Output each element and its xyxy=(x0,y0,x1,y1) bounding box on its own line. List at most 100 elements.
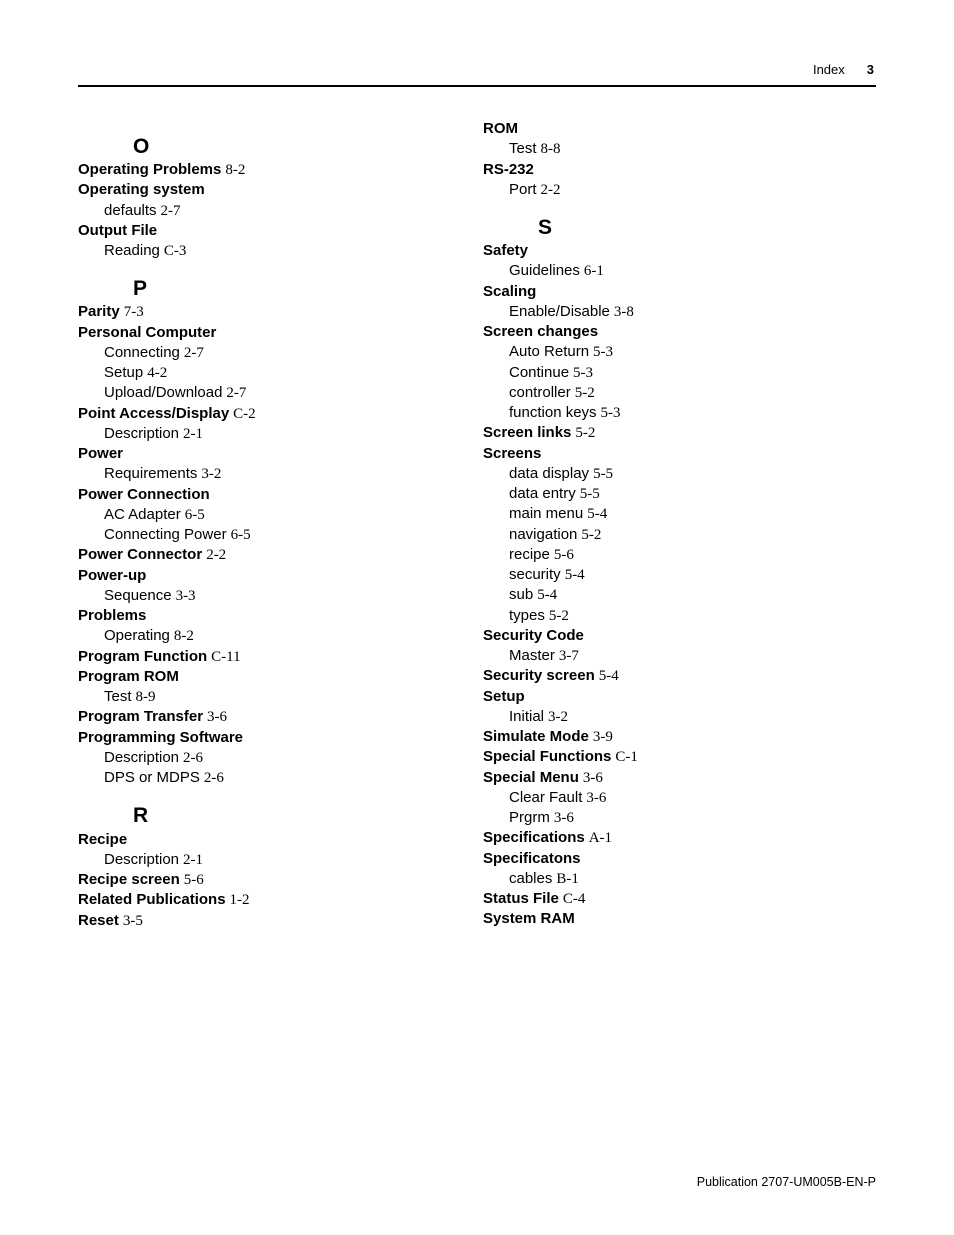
page-reference: 5-6 xyxy=(184,872,204,888)
index-subentry: Setup4-2 xyxy=(78,363,453,383)
index-term: System RAM xyxy=(483,910,575,927)
index-entry: Status FileC-4 xyxy=(483,889,876,909)
index-subentry: Master3-7 xyxy=(483,646,876,666)
page-reference: 5-4 xyxy=(587,506,607,522)
page-reference: 1-2 xyxy=(230,892,250,908)
index-subentry: Connecting Power6-5 xyxy=(78,525,453,545)
index-subentry: Operating8-2 xyxy=(78,626,453,646)
page-reference: 5-2 xyxy=(549,608,569,624)
index-sublabel: Description xyxy=(104,851,179,868)
index-subentry: Port2-2 xyxy=(483,180,876,200)
index-entry: System RAM xyxy=(483,909,876,929)
index-term: Problems xyxy=(78,607,146,624)
index-subentry: Description2-6 xyxy=(78,748,453,768)
index-term: Specifications xyxy=(483,829,585,846)
index-entry: Problems xyxy=(78,606,453,626)
index-subentry: Test8-9 xyxy=(78,687,453,707)
page-reference: 2-1 xyxy=(183,852,203,868)
index-entry: Reset3-5 xyxy=(78,911,453,931)
page-reference: 6-5 xyxy=(185,507,205,523)
index-sublabel: Operating xyxy=(104,627,170,644)
index-subentry: DPS or MDPS2-6 xyxy=(78,768,453,788)
index-subentry: data entry5-5 xyxy=(483,484,876,504)
page-reference: 5-2 xyxy=(575,385,595,401)
page-reference: 3-6 xyxy=(586,790,606,806)
index-term: Security screen xyxy=(483,667,595,684)
footer: Publication 2707-UM005B-EN-P xyxy=(697,1175,876,1189)
index-entry: Simulate Mode3-9 xyxy=(483,727,876,747)
index-term: Recipe xyxy=(78,831,127,848)
index-entry: Special Menu3-6 xyxy=(483,768,876,788)
index-sublabel: cables xyxy=(509,870,552,887)
index-subentry: Initial3-2 xyxy=(483,707,876,727)
page-reference: C-1 xyxy=(615,749,638,765)
index-term: Related Publications xyxy=(78,891,226,908)
index-term: Programming Software xyxy=(78,729,243,746)
page-reference: 5-4 xyxy=(565,567,585,583)
index-sublabel: AC Adapter xyxy=(104,506,181,523)
page-reference: 3-6 xyxy=(583,770,603,786)
index-entry: Program ROM xyxy=(78,667,453,687)
page-reference: 3-3 xyxy=(176,588,196,604)
page-reference: 2-6 xyxy=(204,770,224,786)
index-subentry: Auto Return5-3 xyxy=(483,342,876,362)
index-term: Reset xyxy=(78,912,119,929)
index-sublabel: DPS or MDPS xyxy=(104,769,200,786)
index-entry: Security Code xyxy=(483,626,876,646)
index-subentry: Prgrm3-6 xyxy=(483,808,876,828)
page-reference: 3-2 xyxy=(548,709,568,725)
index-term: Power Connector xyxy=(78,546,202,563)
index-entry: Scaling xyxy=(483,282,876,302)
index-entry: Security screen5-4 xyxy=(483,666,876,686)
index-subentry: sub5-4 xyxy=(483,585,876,605)
index-term: Setup xyxy=(483,688,525,705)
index-entry: Power xyxy=(78,444,453,464)
page-reference: 3-7 xyxy=(559,648,579,664)
index-sublabel: function keys xyxy=(509,404,597,421)
index-subentry: navigation5-2 xyxy=(483,525,876,545)
index-column-left: OOperating Problems8-2Operating systemde… xyxy=(78,119,477,931)
page-reference: C-3 xyxy=(164,243,187,259)
index-entry: Program Transfer3-6 xyxy=(78,707,453,727)
index-sublabel: Requirements xyxy=(104,465,197,482)
index-sublabel: Connecting Power xyxy=(104,526,227,543)
index-subentry: cablesB-1 xyxy=(483,869,876,889)
index-subentry: Upload/Download2-7 xyxy=(78,383,453,403)
page-reference: B-1 xyxy=(556,871,579,887)
index-entry: Special FunctionsC-1 xyxy=(483,747,876,767)
page-reference: 2-6 xyxy=(183,750,203,766)
index-entry: Safety xyxy=(483,241,876,261)
index-subentry: controller5-2 xyxy=(483,383,876,403)
index-entry: Screen changes xyxy=(483,322,876,342)
index-sublabel: Initial xyxy=(509,708,544,725)
index-sublabel: Setup xyxy=(104,364,143,381)
index-entry: Program FunctionC-11 xyxy=(78,647,453,667)
index-term: Power-up xyxy=(78,567,146,584)
page-reference: 2-1 xyxy=(183,426,203,442)
index-subentry: function keys5-3 xyxy=(483,403,876,423)
page-reference: 3-6 xyxy=(554,810,574,826)
section-letter: S xyxy=(538,216,876,239)
index-sublabel: Continue xyxy=(509,364,569,381)
index-term: Program Transfer xyxy=(78,708,203,725)
section-letter: O xyxy=(133,135,453,158)
index-term: Screens xyxy=(483,445,541,462)
index-entry: Output File xyxy=(78,221,453,241)
index-sublabel: main menu xyxy=(509,505,583,522)
page-reference: 6-1 xyxy=(584,263,604,279)
page-reference: 7-3 xyxy=(124,304,144,320)
index-sublabel: types xyxy=(509,607,545,624)
page-reference: A-1 xyxy=(589,830,612,846)
index-entry: SpecificationsA-1 xyxy=(483,828,876,848)
index-entry: Operating system xyxy=(78,180,453,200)
index-sublabel: defaults xyxy=(104,202,157,219)
index-term: Scaling xyxy=(483,283,536,300)
index-term: Specificatons xyxy=(483,850,581,867)
header-label: Index xyxy=(813,62,845,77)
index-sublabel: Port xyxy=(509,181,537,198)
index-term: Operating Problems xyxy=(78,161,221,178)
index-entry: Programming Software xyxy=(78,728,453,748)
page-reference: 5-5 xyxy=(593,466,613,482)
index-subentry: security5-4 xyxy=(483,565,876,585)
page-reference: C-4 xyxy=(563,891,586,907)
